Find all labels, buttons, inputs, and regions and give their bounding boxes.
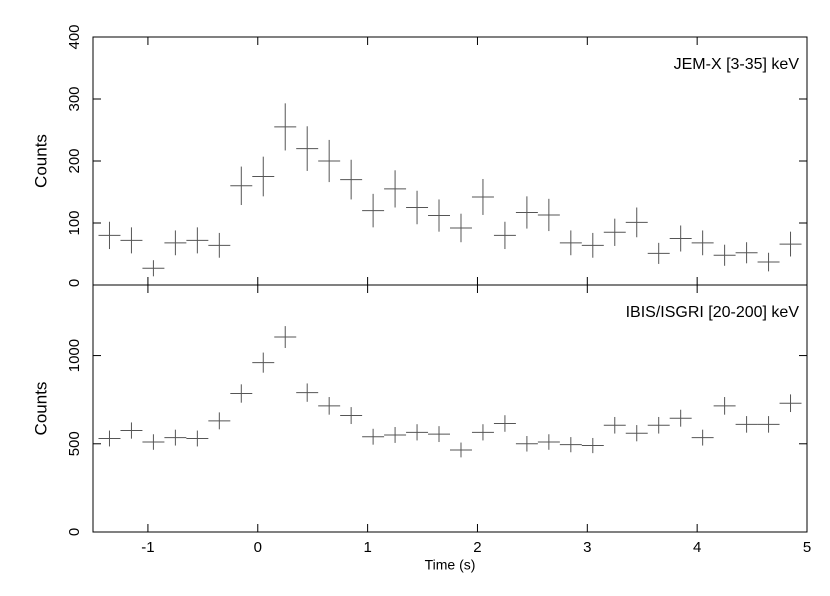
- y-axis-label: Counts: [31, 382, 50, 436]
- plot-frame: [92, 284, 808, 533]
- y-tick-label: 1000: [66, 339, 83, 372]
- x-axis-label: Time (s): [425, 557, 476, 573]
- y-axis-label: Counts: [31, 134, 50, 188]
- y-tick-label: 500: [66, 431, 83, 456]
- x-tick-label: 0: [254, 539, 262, 556]
- y-tick-label: 100: [66, 210, 83, 235]
- y-tick-label: 0: [66, 528, 83, 536]
- x-tick-label: 2: [473, 539, 481, 556]
- x-tick-label: 1: [363, 539, 371, 556]
- y-tick-label: 400: [66, 24, 83, 49]
- annotation: JEM-X [3-35] keV: [674, 56, 800, 73]
- x-tick-label: -1: [141, 539, 154, 556]
- x-tick-label: 4: [693, 539, 701, 556]
- annotation: IBIS/ISGRI [20-200] keV: [626, 304, 800, 321]
- y-tick-label: 300: [66, 86, 83, 111]
- plot-frame: [92, 36, 808, 286]
- y-tick-label: 0: [66, 279, 83, 287]
- x-tick-label: 3: [583, 539, 591, 556]
- x-tick-label: 5: [803, 539, 811, 556]
- y-tick-label: 200: [66, 148, 83, 173]
